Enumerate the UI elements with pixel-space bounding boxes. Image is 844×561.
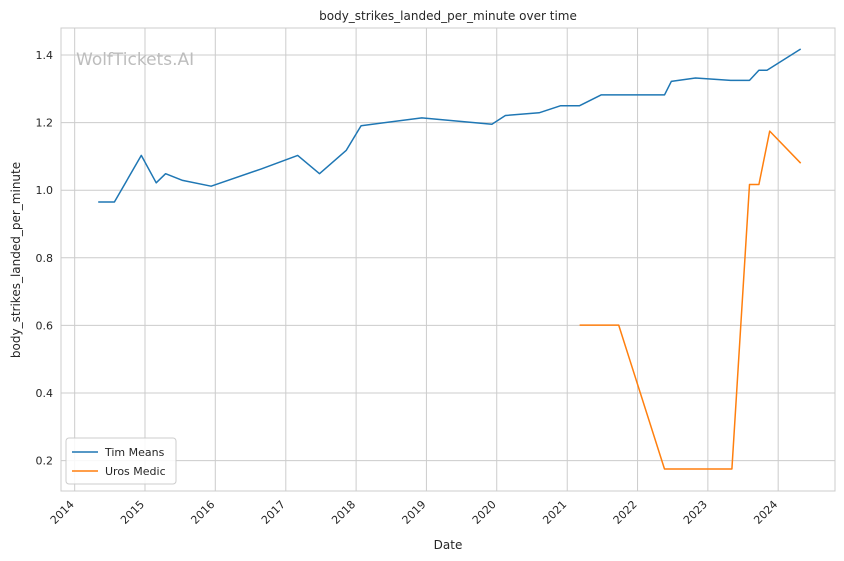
y-tick-label: 0.4 [36, 387, 54, 400]
legend-label-uros-medic: Uros Medic [105, 465, 166, 478]
y-tick-label: 1.0 [36, 184, 54, 197]
series-line-uros-medic [579, 130, 802, 470]
legend-label-tim-means: Tim Means [104, 446, 165, 459]
chart-title: body_strikes_landed_per_minute over time [319, 9, 577, 23]
watermark: WolfTickets.AI [76, 50, 194, 70]
plot-frame [60, 27, 836, 492]
series-line-tim-means [98, 48, 802, 203]
y-tick-label: 1.2 [36, 117, 54, 130]
y-tick-label: 1.4 [36, 49, 54, 62]
y-gridlines [61, 54, 835, 462]
x-axis-title: Date [434, 538, 463, 552]
y-tick-labels: 0.2 0.4 0.6 0.8 1.0 1.2 1.4 [36, 49, 54, 468]
y-axis-title: body_strikes_landed_per_minute [9, 162, 23, 358]
legend: Tim Means Uros Medic [65, 437, 177, 485]
y-tick-label: 0.8 [36, 252, 54, 265]
series-layer [98, 48, 802, 470]
y-tick-label: 0.6 [36, 319, 54, 332]
legend-box [65, 437, 177, 485]
y-tick-label: 0.2 [36, 455, 54, 468]
